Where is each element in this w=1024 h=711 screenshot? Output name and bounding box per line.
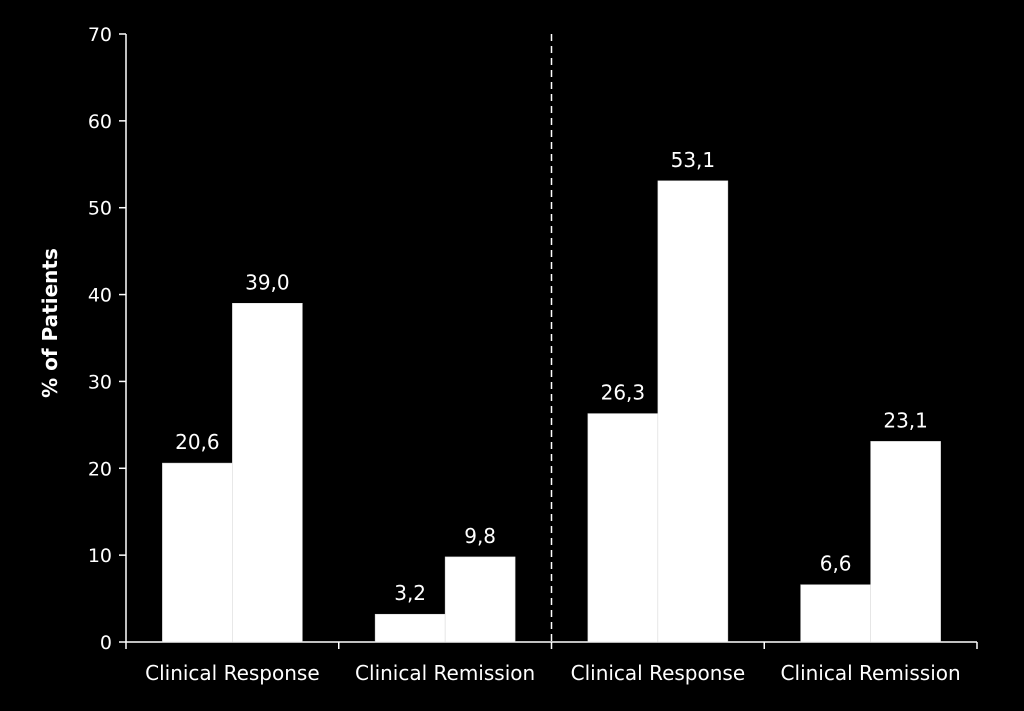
y-tick-label: 70 bbox=[88, 24, 112, 46]
data-label: 23,1 bbox=[883, 408, 928, 432]
y-tick-label: 50 bbox=[88, 198, 112, 220]
data-label: 39,0 bbox=[245, 270, 290, 294]
y-tick-label: 30 bbox=[88, 371, 112, 393]
bar bbox=[374, 613, 446, 643]
bar bbox=[800, 584, 871, 643]
data-label: 9,8 bbox=[464, 524, 496, 548]
y-axis: 0 10 20 30 40 50 60 70 bbox=[88, 24, 127, 654]
data-label: 53,1 bbox=[671, 148, 716, 172]
x-axis: Clinical Response Clinical Remission Clini… bbox=[125, 34, 978, 685]
x-category-label: Clinical Response bbox=[571, 661, 746, 685]
y-tick-label: 20 bbox=[88, 458, 112, 480]
y-tick-label: 0 bbox=[100, 632, 112, 654]
x-category-label: Clinical Remission bbox=[781, 661, 961, 685]
y-tick-label: 10 bbox=[88, 545, 112, 567]
data-label: 3,2 bbox=[394, 581, 426, 605]
data-label: 20,6 bbox=[175, 430, 220, 454]
bar bbox=[870, 441, 941, 643]
data-label: 6,6 bbox=[820, 552, 852, 576]
bar bbox=[657, 180, 729, 643]
bar bbox=[444, 556, 516, 643]
bar bbox=[232, 303, 303, 643]
x-category-label: Clinical Remission bbox=[355, 661, 535, 685]
bar bbox=[162, 462, 233, 643]
y-tick-label: 60 bbox=[88, 111, 112, 133]
bars bbox=[162, 180, 941, 643]
bar bbox=[587, 413, 659, 643]
y-axis-title: % of Patients bbox=[38, 248, 62, 398]
data-label: 26,3 bbox=[601, 381, 646, 405]
y-tick-label: 40 bbox=[88, 285, 112, 307]
data-labels: 20,6 39,0 3,2 9,8 26,3 53,1 6,6 23,1 bbox=[175, 148, 928, 605]
x-category-label: Clinical Response bbox=[145, 661, 320, 685]
